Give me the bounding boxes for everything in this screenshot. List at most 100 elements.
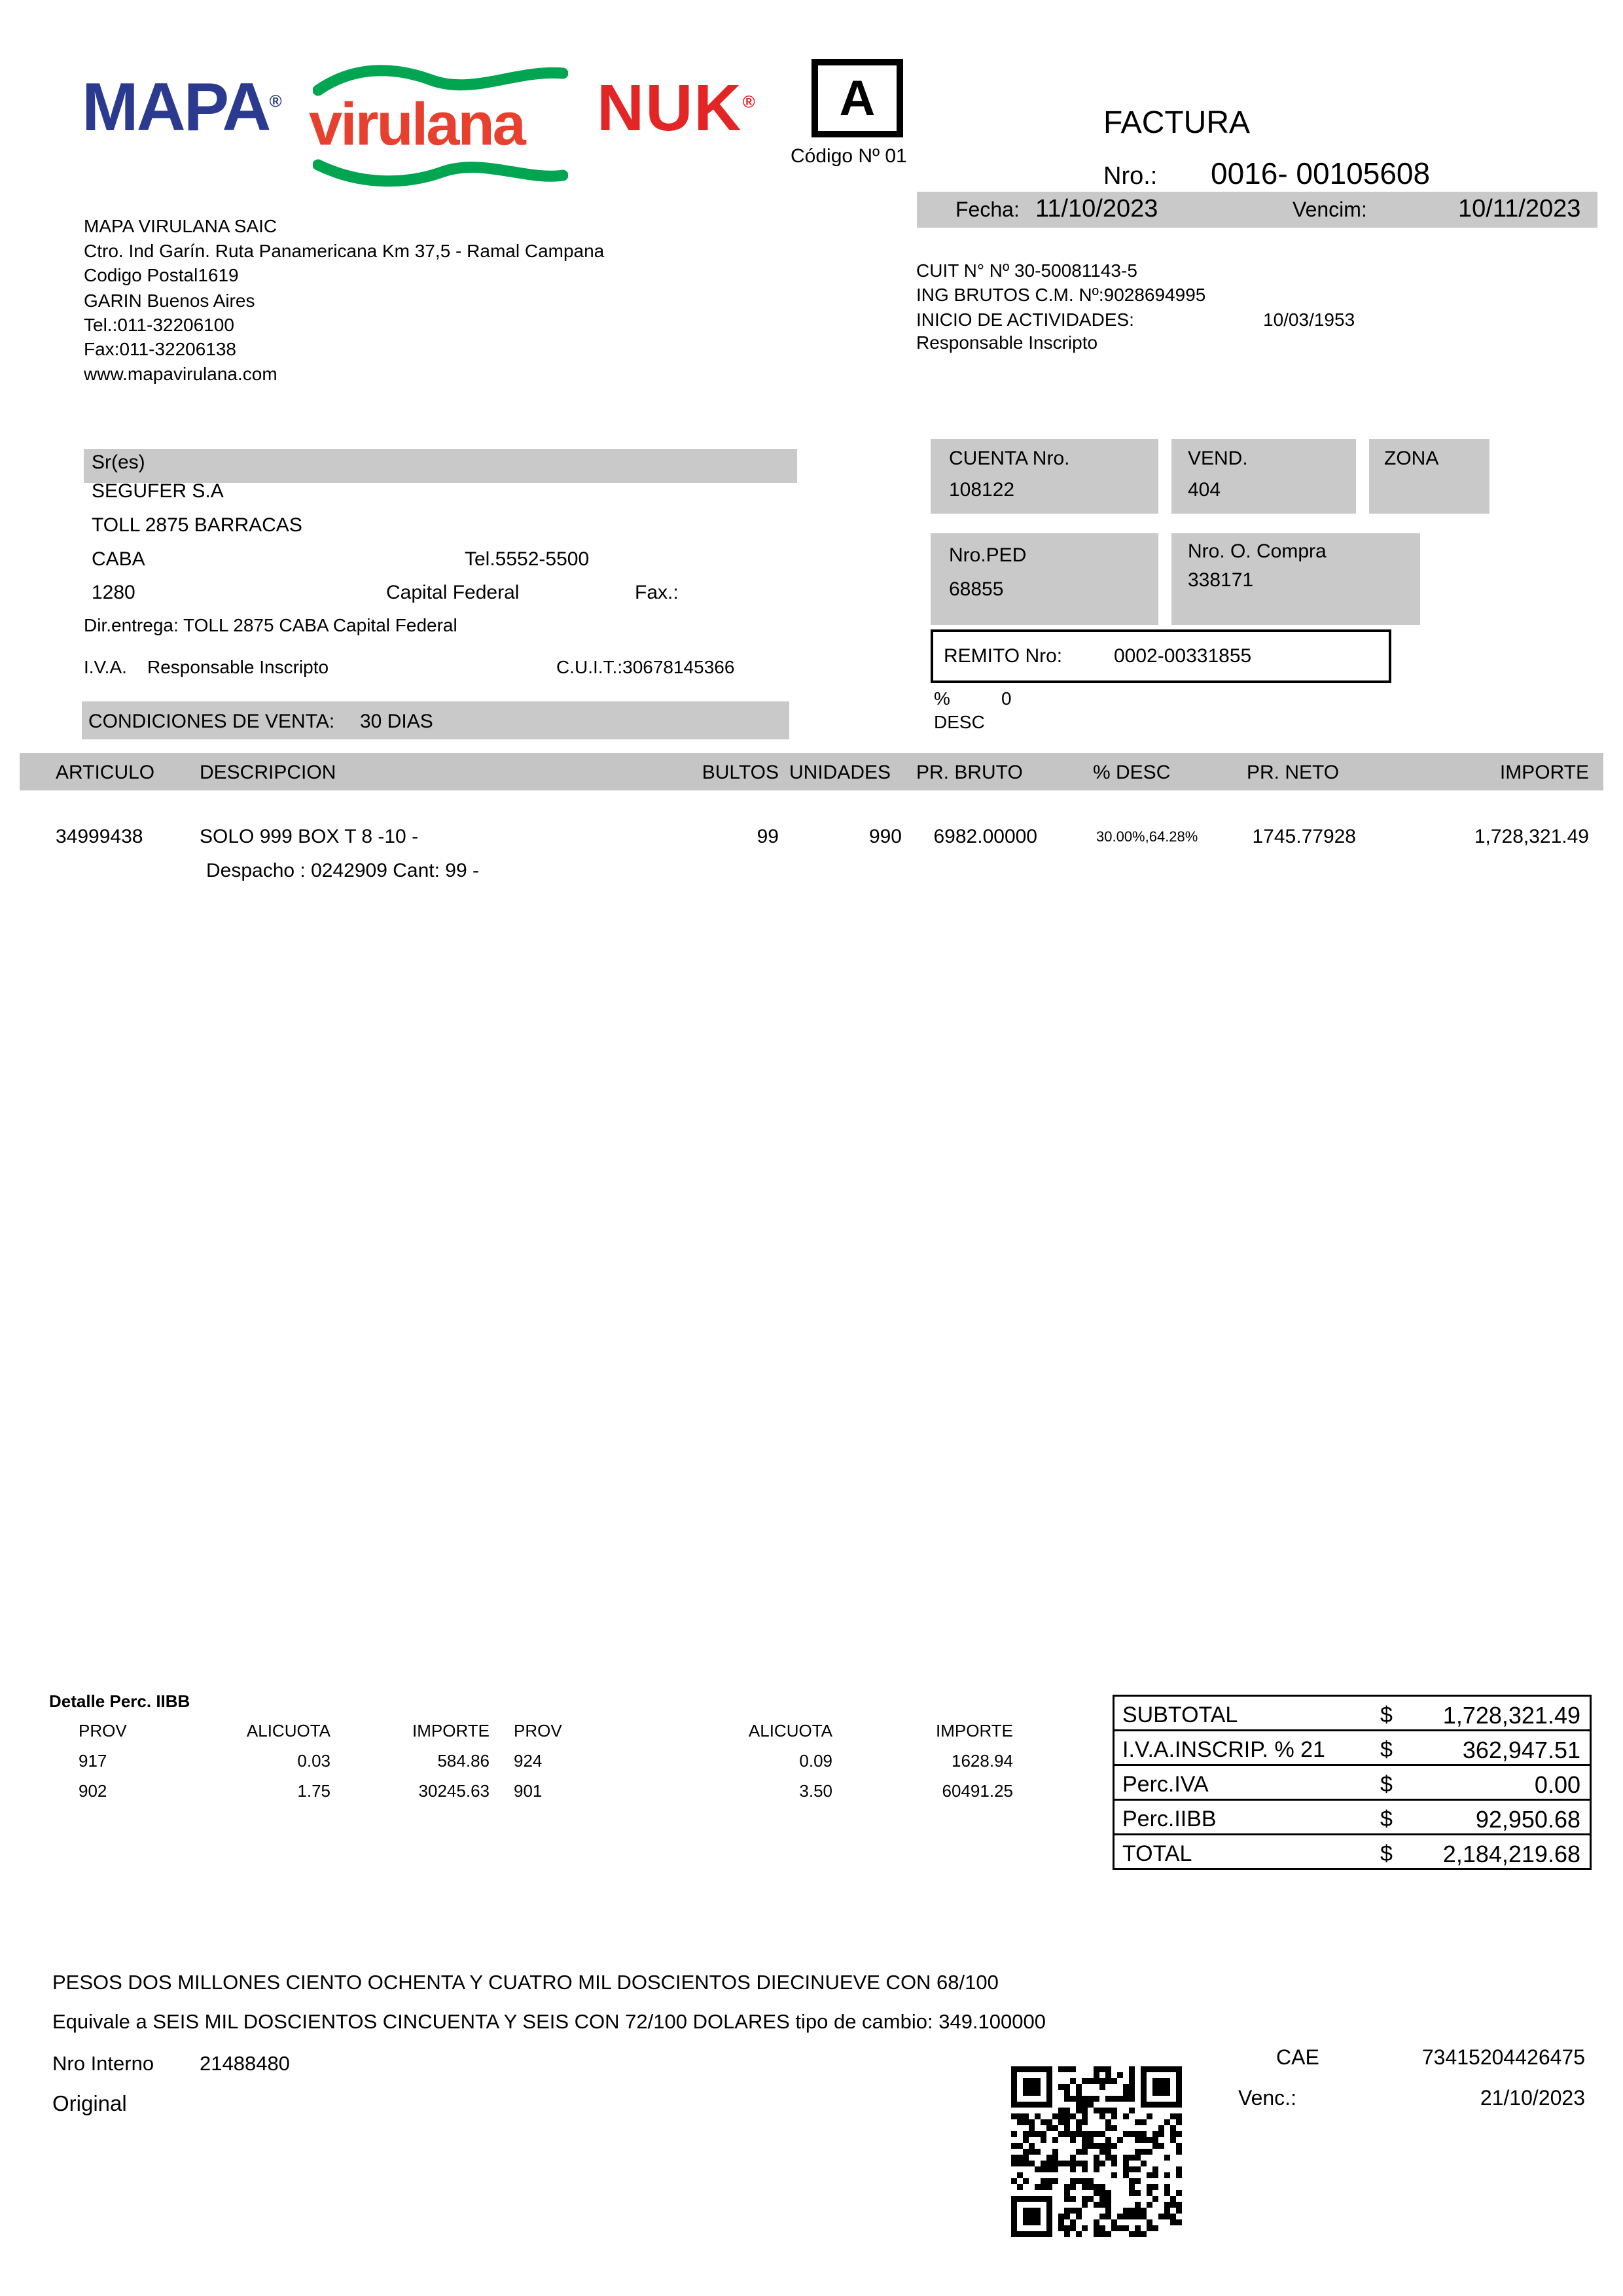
customer-provincia: Capital Federal (386, 582, 520, 603)
copy-label: Original (52, 2091, 127, 2115)
iva-value: 362,947.51 (1462, 1737, 1580, 1763)
currency-symbol: $ (1380, 1772, 1393, 1797)
perc-cell: 924 (514, 1751, 543, 1771)
col-unidades: UNIDADES (789, 762, 891, 783)
vencim-label: Vencim: (1293, 198, 1367, 221)
cuenta-label: CUENTA Nro. (949, 448, 1070, 469)
item-pr-bruto: 6982.00000 (933, 826, 1038, 847)
remito-label: REMITO Nro: (944, 645, 1063, 667)
zona-box (1369, 439, 1489, 514)
doc-type-title: FACTURA (1103, 105, 1251, 140)
col-bultos: BULTOS (702, 762, 779, 783)
cae-label: CAE (1276, 2045, 1319, 2069)
amount-in-words: PESOS DOS MILLONES CIENTO OCHENTA Y CUAT… (52, 1971, 999, 1994)
pedido-value: 68855 (949, 578, 1004, 600)
company-iva-condition: Responsable Inscripto (916, 332, 1098, 353)
perc-iibb-value: 92,950.68 (1475, 1806, 1580, 1833)
company-fax: Fax:011-32206138 (84, 339, 236, 359)
perc-iva-value: 0.00 (1534, 1771, 1580, 1798)
sres-label: Sr(es) (92, 451, 145, 473)
virulana-top-wave-icon (313, 65, 568, 96)
perc-h-prov1: PROV (79, 1721, 127, 1740)
virulana-bottom-wave-icon (313, 159, 568, 187)
perc-h-prov2: PROV (514, 1721, 562, 1740)
customer-cp: 1280 (92, 582, 135, 603)
customer-fax-label: Fax.: (635, 582, 679, 603)
perc-iibb-label: Perc.IIBB (1122, 1807, 1217, 1831)
iva-label: I.V.A.INSCRIP. % 21 (1122, 1737, 1325, 1762)
total-label: TOTAL (1122, 1841, 1192, 1866)
perc-h-alicuota1: ALICUOTA (246, 1721, 330, 1740)
col-importe: IMPORTE (1499, 762, 1589, 783)
perc-cell: 3.50 (799, 1781, 832, 1801)
currency-symbol: $ (1380, 1841, 1393, 1866)
sres-band (84, 449, 797, 483)
perc-cell: 30245.63 (418, 1781, 490, 1801)
nro-interno-value: 21488480 (200, 2052, 290, 2075)
item-importe: 1,728,321.49 (1474, 826, 1589, 847)
orden-compra-label: Nro. O. Compra (1188, 540, 1327, 562)
col-desc: % DESC (1093, 762, 1171, 783)
perc-h-alicuota2: ALICUOTA (748, 1721, 832, 1740)
vendedor-value: 404 (1188, 479, 1221, 501)
perc-cell: 917 (79, 1751, 107, 1771)
item-descripcion: SOLO 999 BOX T 8 -10 - (200, 826, 419, 847)
currency-symbol: $ (1380, 1807, 1393, 1831)
customer-city: CABA (92, 548, 145, 570)
nro-interno-label: Nro Interno (52, 2052, 154, 2075)
iva-row: I.V.A.INSCRIP. % 21 $ 362,947.51 (1113, 1729, 1592, 1766)
perc-cell: 0.03 (297, 1751, 330, 1771)
perc-cell: 0.09 (799, 1751, 832, 1771)
customer-address: TOLL 2875 BARRACAS (92, 514, 302, 536)
customer-cuit: C.U.I.T.:30678145366 (556, 657, 735, 677)
company-name: MAPA VIRULANA SAIC (84, 216, 277, 236)
item-detalle: Despacho : 0242909 Cant: 99 - (206, 860, 479, 881)
company-tel: Tel.:011-32206100 (84, 315, 234, 335)
date-band (917, 192, 1597, 228)
inicio-actividades-label: INICIO DE ACTIVIDADES: (916, 309, 1134, 330)
subtotal-value: 1,728,321.49 (1442, 1702, 1580, 1729)
desc-pct-value: 0 (1001, 688, 1012, 709)
cae-venc-label: Venc.: (1238, 2086, 1296, 2110)
perc-cell: 901 (514, 1781, 543, 1801)
perc-iibb-row: Perc.IIBB $ 92,950.68 (1113, 1799, 1592, 1835)
total-value: 2,184,219.68 (1442, 1841, 1580, 1867)
codigo-label: Código Nº 01 (791, 145, 907, 167)
virulana-logo: virulana (309, 91, 526, 158)
cuenta-value: 108122 (949, 479, 1015, 501)
customer-tel: Tel.5552-5500 (465, 548, 590, 570)
company-city: GARIN Buenos Aires (84, 291, 255, 311)
subtotal-label: SUBTOTAL (1122, 1703, 1238, 1727)
mapa-logo: MAPA® (82, 69, 282, 145)
perc-cell: 1.75 (297, 1781, 330, 1801)
remito-value: 0002-00331855 (1114, 645, 1252, 667)
cuenta-box (931, 439, 1158, 514)
perc-iibb-title: Detalle Perc. IIBB (49, 1691, 190, 1711)
perc-cell: 60491.25 (942, 1781, 1013, 1801)
qr-code (1011, 2066, 1182, 2237)
item-desc-pct: 30.00%,64.28% (1096, 828, 1198, 845)
invoice-number-value: 0016- 00105608 (1211, 156, 1431, 190)
company-cuit: CUIT N° Nº 30-50081143-5 (916, 260, 1137, 281)
registered-icon: ® (742, 92, 757, 112)
items-header-band (20, 753, 1603, 790)
perc-cell: 902 (79, 1781, 107, 1801)
subtotal-row: SUBTOTAL $ 1,728,321.49 (1113, 1695, 1592, 1731)
col-pr-bruto: PR. BRUTO (916, 762, 1023, 783)
customer-iva-value: Responsable Inscripto (147, 657, 329, 677)
vencim-value: 10/11/2023 (1458, 195, 1581, 222)
remito-box (931, 629, 1391, 683)
company-website: www.mapavirulana.com (84, 364, 277, 384)
vendedor-box (1171, 439, 1356, 514)
col-articulo: ARTICULO (56, 762, 155, 783)
registered-icon: ® (269, 91, 282, 111)
cae-value: 73415204426475 (1421, 2045, 1585, 2069)
pedido-label: Nro.PED (949, 544, 1027, 566)
item-unidades: 990 (868, 826, 902, 847)
condiciones-venta-label: CONDICIONES DE VENTA: (88, 711, 335, 732)
condiciones-venta-value: 30 DIAS (360, 711, 433, 732)
desc-pct-label: % (934, 688, 950, 709)
company-postal: Codigo Postal1619 (84, 265, 239, 285)
perc-cell: 1628.94 (952, 1751, 1013, 1771)
